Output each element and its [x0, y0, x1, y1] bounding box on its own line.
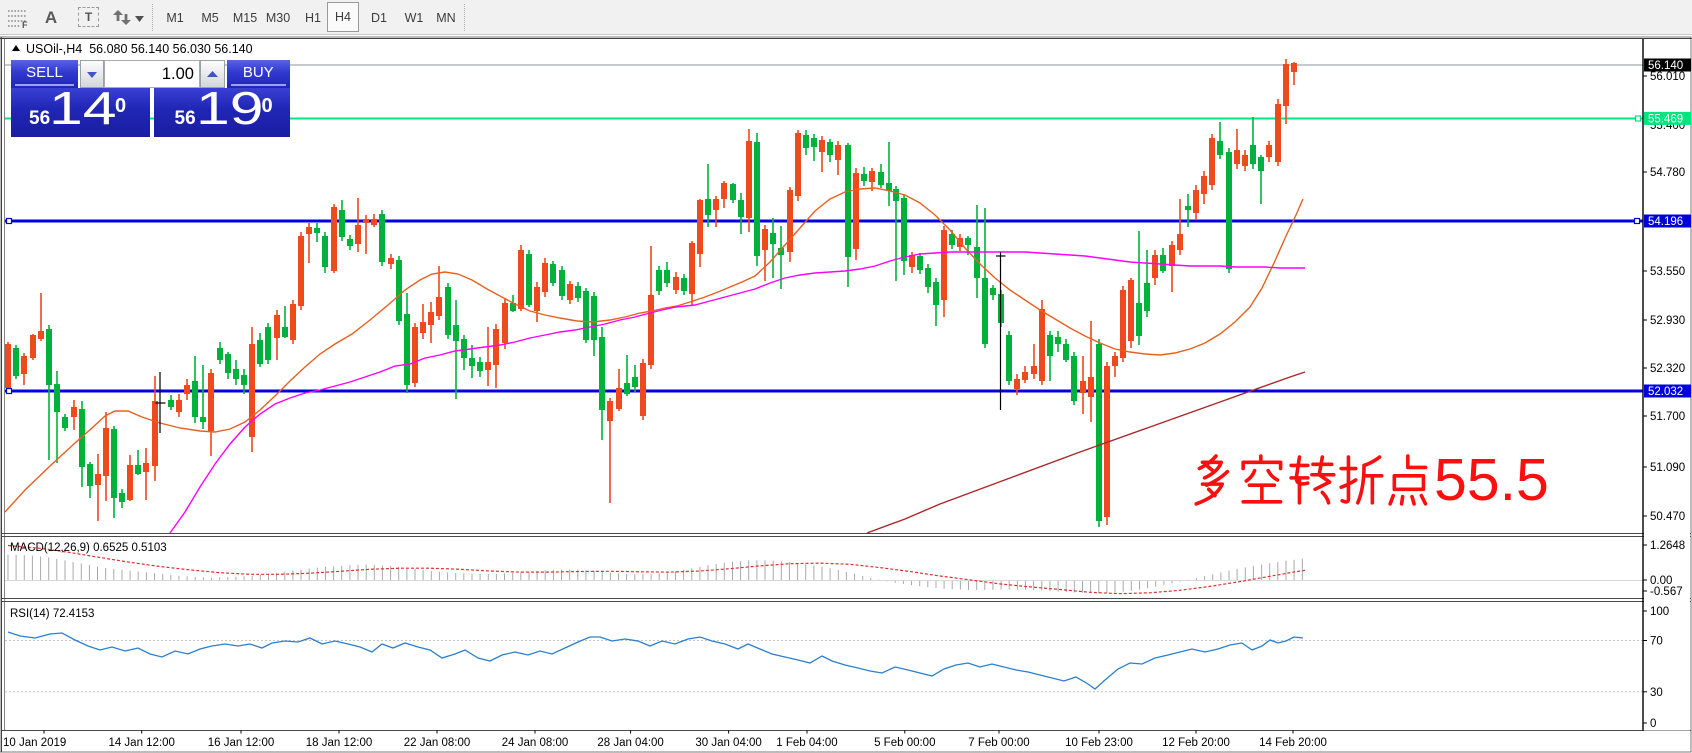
svg-text:100: 100: [1650, 606, 1669, 618]
svg-text:55.469: 55.469: [1648, 113, 1683, 125]
svg-text:54.196: 54.196: [1648, 216, 1683, 228]
svg-text:24 Jan 08:00: 24 Jan 08:00: [502, 737, 569, 749]
svg-text:56.010: 56.010: [1650, 71, 1685, 83]
svg-text:52.032: 52.032: [1648, 386, 1683, 398]
svg-text:F: F: [22, 20, 28, 28]
svg-text:51.090: 51.090: [1650, 462, 1685, 474]
svg-text:5 Feb 00:00: 5 Feb 00:00: [874, 737, 935, 749]
svg-text:53.550: 53.550: [1650, 266, 1685, 278]
svg-text:30 Jan 04:00: 30 Jan 04:00: [695, 737, 762, 749]
svg-text:10 Feb 23:00: 10 Feb 23:00: [1065, 737, 1133, 749]
svg-text:10 Jan 2019: 10 Jan 2019: [3, 737, 66, 749]
svg-text:51.700: 51.700: [1650, 411, 1685, 423]
svg-text:12 Feb 20:00: 12 Feb 20:00: [1162, 737, 1230, 749]
svg-text:14 Feb 20:00: 14 Feb 20:00: [1259, 737, 1327, 749]
svg-text:54.780: 54.780: [1650, 167, 1685, 179]
svg-text:RSI(14) 72.4153: RSI(14) 72.4153: [10, 608, 94, 620]
svg-text:14 Jan 12:00: 14 Jan 12:00: [108, 737, 175, 749]
svg-text:28 Jan 04:00: 28 Jan 04:00: [597, 737, 664, 749]
svg-text:30: 30: [1650, 687, 1663, 699]
svg-text:0.00: 0.00: [1650, 575, 1672, 587]
svg-text:7 Feb 00:00: 7 Feb 00:00: [968, 737, 1029, 749]
svg-text:50.470: 50.470: [1650, 511, 1685, 523]
svg-text:22 Jan 08:00: 22 Jan 08:00: [404, 737, 471, 749]
svg-text:16 Jan 12:00: 16 Jan 12:00: [208, 737, 275, 749]
svg-text:USOil-,H4 56.080 56.140 56.03: USOil-,H4 56.080 56.140 56.030 56.140: [26, 42, 253, 56]
svg-text:1.2648: 1.2648: [1650, 540, 1685, 552]
svg-text:1 Feb 04:00: 1 Feb 04:00: [776, 737, 837, 749]
svg-text:70: 70: [1650, 636, 1663, 648]
svg-text:52.930: 52.930: [1650, 315, 1685, 327]
svg-text:18 Jan 12:00: 18 Jan 12:00: [306, 737, 373, 749]
svg-text:52.320: 52.320: [1650, 363, 1685, 375]
svg-text:-0.567: -0.567: [1650, 586, 1683, 598]
svg-text:55.5: 55.5: [1434, 447, 1549, 513]
svg-text:0: 0: [1650, 718, 1656, 730]
svg-text:MACD(12,26,9) 0.6525 0.5103: MACD(12,26,9) 0.6525 0.5103: [10, 542, 167, 554]
svg-text:56.140: 56.140: [1648, 60, 1683, 72]
